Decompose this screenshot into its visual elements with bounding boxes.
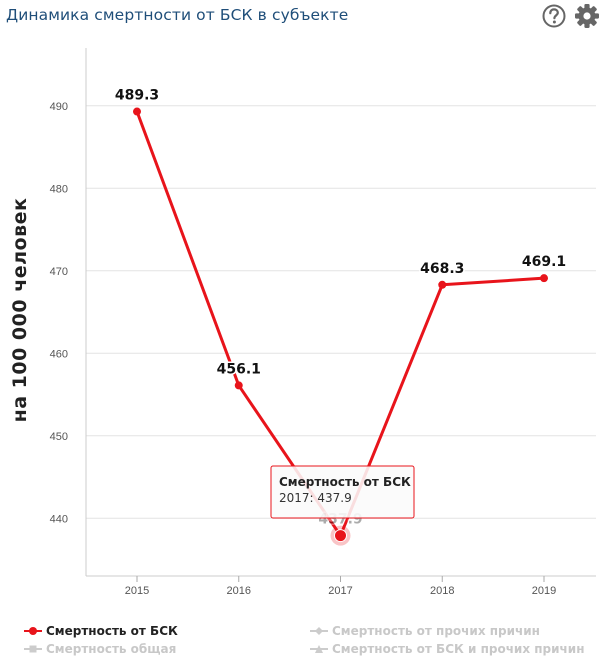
data-point[interactable] (133, 107, 141, 116)
chart-area: 440 450 460 470 480 490 2015 2016 2017 2018 2019 48… (0, 40, 604, 620)
data-point[interactable] (540, 274, 548, 283)
x-tick-label: 2019 (532, 585, 556, 597)
legend-item[interactable]: Смертность от прочих причин (310, 624, 540, 638)
legend-label: Смертность от БСК (46, 624, 178, 638)
data-point[interactable] (234, 381, 243, 390)
tooltip-value: 2017: 437.9 (279, 491, 352, 505)
line-chart[interactable]: 440 450 460 470 480 490 2015 2016 2017 2018 2019 48… (0, 40, 604, 620)
legend-marker-icon (310, 627, 328, 635)
chart-header: Динамика смертности от БСК в субъекте (0, 0, 604, 34)
x-tick-label: 2015 (125, 585, 149, 597)
chart-title: Динамика смертности от БСК в субъекте (6, 6, 349, 24)
gear-icon[interactable] (574, 3, 600, 29)
data-label: 489.3 (115, 88, 159, 104)
data-point[interactable] (438, 280, 447, 289)
x-tick-label: 2016 (227, 585, 251, 597)
data-label: 456.1 (217, 361, 261, 377)
x-tick-label: 2017 (328, 585, 352, 597)
y-tick-label: 460 (50, 348, 68, 360)
legend-label: Смертность от прочих причин (332, 624, 540, 638)
data-label: 468.3 (420, 261, 464, 277)
legend-item[interactable]: Смертность от БСК (24, 624, 178, 638)
legend-marker-icon (24, 645, 42, 653)
legend-item[interactable]: Смертность от БСК и прочих причин (310, 642, 585, 656)
legend-item[interactable]: Смертность общая (24, 642, 176, 656)
y-tick-label: 440 (50, 513, 68, 525)
legend-marker-icon (310, 645, 328, 653)
legend-label: Смертность общая (46, 642, 177, 656)
tooltip-box (270, 465, 415, 519)
data-label: 469.1 (522, 254, 566, 270)
y-tick-label: 480 (50, 183, 68, 195)
help-icon[interactable] (541, 3, 567, 29)
legend: Смертность от БСК Смертность от прочих пр… (0, 620, 604, 669)
x-tick-label: 2018 (430, 585, 454, 597)
legend-marker-icon (24, 627, 42, 635)
y-axis-label: на 100 000 человек (9, 197, 31, 423)
legend-label: Смертность от БСК и прочих причин (332, 642, 585, 656)
y-tick-label: 490 (50, 101, 68, 113)
y-tick-label: 450 (50, 431, 68, 443)
tooltip-series-name: Смертность от БСК (279, 475, 411, 489)
y-tick-label: 470 (50, 266, 68, 278)
data-point-hovered[interactable] (334, 529, 347, 543)
tooltip: Смертность от БСК 2017: 437.9 (270, 465, 415, 519)
